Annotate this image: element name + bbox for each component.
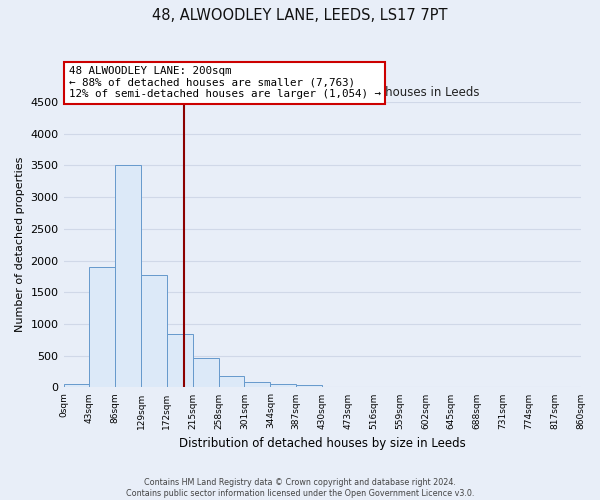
Bar	[64, 384, 89, 388]
Y-axis label: Number of detached properties: Number of detached properties	[15, 157, 25, 332]
Text: Contains HM Land Registry data © Crown copyright and database right 2024.
Contai: Contains HM Land Registry data © Crown c…	[126, 478, 474, 498]
Bar	[271, 384, 296, 388]
Bar	[167, 334, 193, 388]
Bar	[115, 166, 141, 388]
Bar	[218, 376, 244, 388]
Bar	[244, 382, 271, 388]
Bar	[296, 385, 322, 388]
X-axis label: Distribution of detached houses by size in Leeds: Distribution of detached houses by size …	[179, 437, 466, 450]
Bar	[193, 358, 218, 388]
Text: 48 ALWOODLEY LANE: 200sqm
← 88% of detached houses are smaller (7,763)
12% of se: 48 ALWOODLEY LANE: 200sqm ← 88% of detac…	[69, 66, 381, 99]
Title: Size of property relative to detached houses in Leeds: Size of property relative to detached ho…	[164, 86, 480, 100]
Bar	[89, 267, 115, 388]
Bar	[141, 274, 167, 388]
Text: 48, ALWOODLEY LANE, LEEDS, LS17 7PT: 48, ALWOODLEY LANE, LEEDS, LS17 7PT	[152, 8, 448, 22]
